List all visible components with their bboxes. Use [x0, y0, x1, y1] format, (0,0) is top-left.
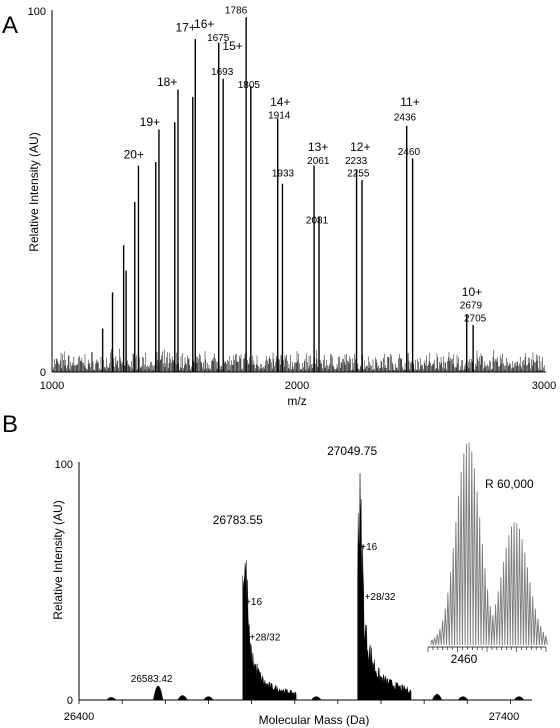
- panel-a-xtick-2000: 2000: [285, 380, 309, 392]
- panel-b-bump-4: [276, 694, 287, 700]
- panel-a-label-18: 2255: [347, 169, 370, 180]
- panel-b-bump-5: [311, 696, 322, 700]
- panel-a-spectrum: [52, 17, 545, 372]
- panel-b-label-1: 26783.55: [213, 513, 263, 527]
- panel-b-envelope-27049: [357, 473, 412, 701]
- panel-a-label-22: 10+: [462, 285, 482, 299]
- panel-a-label-3: 17+: [176, 21, 196, 35]
- panel-b-bump-0: [106, 697, 117, 700]
- panel-a-letter: A: [2, 12, 18, 39]
- panel-b-label-0: 26583.42: [131, 674, 173, 685]
- panel-b-bump-6: [432, 694, 443, 700]
- panel-a-label-8: 1693: [211, 67, 234, 78]
- inset-trace: [430, 442, 548, 646]
- panel-a-label-14: 2061: [307, 156, 330, 167]
- panel-a-label-0: 20+: [124, 147, 144, 161]
- panel-b-bump-1: [153, 685, 164, 700]
- panel-a-label-21: 2460: [398, 147, 421, 158]
- panel-a-label-15: 2081: [306, 216, 329, 227]
- inset-peaks: [430, 442, 548, 646]
- panel-a-ytick-max: 100: [28, 6, 46, 18]
- panel-a-label-10: 14+: [270, 95, 290, 109]
- panel-a-ytick-min: 0: [40, 367, 46, 379]
- panel-a-label-9: 1805: [238, 80, 261, 91]
- panel-a-label-23: 2679: [460, 301, 483, 312]
- panel-b-bump-8: [514, 696, 525, 700]
- panel-b-annotations: 26583.42 26783.55 +16 +28/32 27049.75 +16 +28/…: [131, 444, 396, 685]
- panel-a-label-11: 1914: [268, 111, 291, 122]
- panel-b-label-3: +28/32: [249, 633, 280, 644]
- panel-a-label-6: 15+: [222, 39, 242, 53]
- panel-a: A Relative Intensity (AU) m/z 100 0 1000…: [2, 6, 556, 408]
- panel-a-label-12: 1933: [272, 169, 295, 180]
- panel-a-label-20: 2436: [394, 112, 417, 123]
- panel-a-label-2: 18+: [157, 75, 177, 89]
- panel-a-xtick-1000: 1000: [40, 380, 64, 392]
- panel-b-ytick-max: 100: [55, 459, 73, 471]
- panel-b-ytick-min: 0: [67, 695, 73, 707]
- panel-a-ylabel: Relative Intensity (AU): [27, 132, 41, 251]
- panel-a-label-19: 11+: [400, 95, 419, 109]
- panel-b-xlabel: Molecular Mass (Da): [259, 713, 370, 727]
- panel-b-envelope-26783: [242, 560, 297, 701]
- panel-a-label-13: 13+: [308, 140, 328, 154]
- panel-a-label-5: 1675: [207, 33, 230, 44]
- panel-a-label-17: 2233: [345, 156, 368, 167]
- panel-b-xtick-26400: 26400: [64, 711, 95, 723]
- panel-b-label-6: +28/32: [365, 592, 396, 603]
- panel-a-xlabel: m/z: [287, 394, 306, 408]
- panel-a-label-4: 16+: [194, 17, 214, 31]
- panel-a-xtick-3000: 3000: [532, 380, 556, 392]
- panel-b-label-2: +16: [245, 597, 262, 608]
- panel-b-xticks: [78, 700, 511, 704]
- panel-b-bump-2: [177, 695, 188, 700]
- panel-b-ylabel: Relative Intensity (AU): [51, 500, 65, 619]
- panel-b-letter: B: [2, 411, 18, 438]
- panel-b-bump-3: [203, 696, 214, 700]
- panel-a-label-7: 1786: [225, 6, 248, 17]
- panel-b-bump-7: [457, 696, 468, 700]
- panel-a-label-24: 2705: [464, 313, 487, 324]
- panel-b: B Relative Intensity (AU) Molecular Mass…: [2, 411, 548, 727]
- panel-b-label-4: 27049.75: [327, 444, 377, 458]
- inset-isotope-pattern: R 60,000 2460: [427, 442, 548, 666]
- inset-x-axis: [427, 646, 547, 652]
- panel-a-label-16: 12+: [350, 140, 370, 154]
- panel-a-label-1: 19+: [140, 115, 160, 129]
- inset-tick-label: 2460: [451, 652, 478, 666]
- inset-resolution-label: R 60,000: [485, 477, 534, 491]
- panel-b-spectrum: [106, 473, 525, 701]
- panel-a-noise: [52, 348, 545, 372]
- panel-b-label-5: +16: [360, 542, 377, 553]
- panel-b-xtick-27400: 27400: [489, 711, 520, 723]
